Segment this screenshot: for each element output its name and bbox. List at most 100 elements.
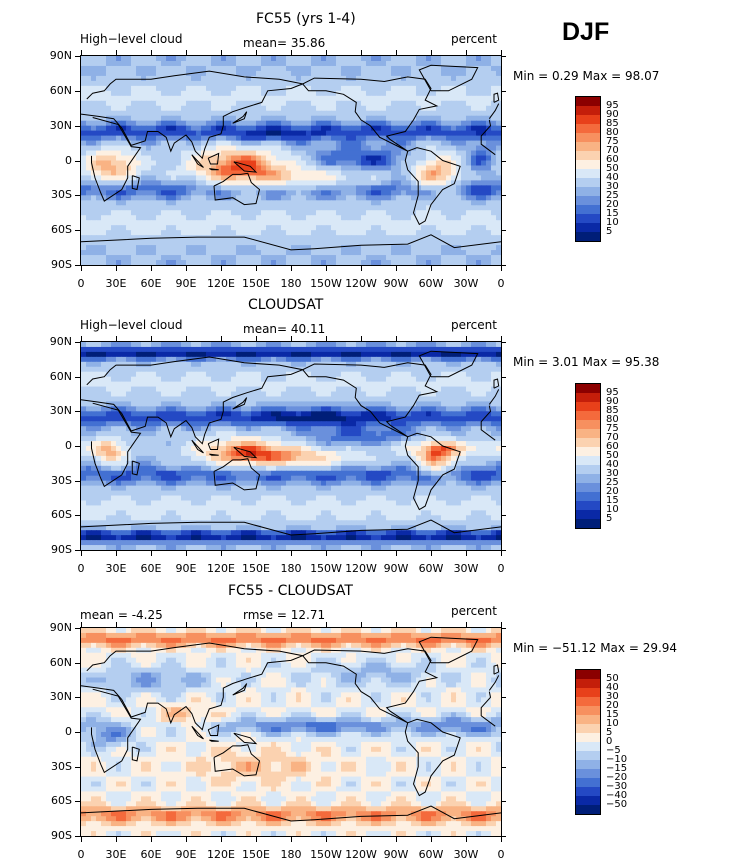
colorbar-swatch (576, 133, 600, 142)
lat-tick (75, 125, 80, 127)
panel-3-min-max: Min = −51.12 Max = 29.94 (513, 641, 678, 655)
lon-tick (326, 50, 327, 55)
lon-tick-label: 60W (418, 562, 444, 575)
coastline (81, 234, 501, 251)
colorbar-swatch (576, 483, 600, 492)
lon-tick (186, 551, 187, 556)
lon-tick (291, 336, 292, 341)
lat-tick-label: 90N (49, 49, 72, 62)
lon-tick-label: 30W (453, 277, 479, 290)
coastline (233, 161, 258, 173)
coastline (488, 103, 500, 119)
coastline (232, 397, 248, 410)
colorbar-swatch (576, 769, 600, 778)
colorbar-label: 75 (606, 136, 619, 147)
colorbar-label: 30 (606, 468, 619, 479)
colorbar-label: 85 (606, 118, 619, 129)
lon-tick (256, 336, 257, 341)
coastline (191, 439, 204, 454)
lon-tick (151, 837, 152, 842)
colorbar-label: 10 (606, 504, 619, 515)
coastline (131, 175, 140, 191)
colorbar-label: 60 (606, 154, 619, 165)
lon-tick (116, 50, 117, 55)
colorbar-swatch (576, 420, 600, 429)
coastline (480, 119, 496, 156)
coastline (302, 76, 439, 152)
lon-tick-label: 0 (497, 277, 505, 290)
lat-tick-label: 60S (51, 508, 72, 522)
panel-2-units: percent (451, 318, 497, 332)
coastline (404, 432, 461, 511)
lat-tick (75, 628, 80, 629)
lat-tick (501, 628, 506, 629)
coastline (480, 405, 496, 441)
lon-tick-label: 150W (310, 277, 342, 290)
coastline (207, 724, 220, 736)
coastline (493, 378, 500, 389)
colorbar-swatch (576, 679, 600, 688)
colorbar-swatch (576, 178, 600, 187)
lon-tick-label: 0 (497, 562, 505, 575)
lat-tick (75, 732, 80, 733)
lon-tick-label: 120E (207, 277, 235, 290)
colorbar-label: 70 (606, 145, 619, 156)
colorbar-label: 40 (606, 459, 619, 470)
lon-tick (116, 622, 117, 627)
colorbar-label: 60 (606, 441, 619, 452)
coastline (81, 805, 501, 822)
lon-tick-label: 150W (310, 562, 342, 575)
colorbar-label: 80 (606, 127, 619, 138)
lon-tick (431, 622, 432, 627)
coastline (207, 438, 220, 450)
colorbar-label: 5 (606, 513, 613, 524)
colorbar-swatch (576, 492, 600, 501)
lat-tick (75, 697, 80, 699)
colorbar-label: 5 (606, 226, 613, 237)
lat-tick-label: 60N (49, 83, 72, 97)
coastline (207, 152, 220, 165)
lon-tick (151, 266, 152, 271)
lat-tick-label: 30S (51, 473, 72, 487)
colorbar-swatch (576, 205, 600, 214)
lon-tick (81, 50, 82, 55)
lat-tick-label: 60S (51, 794, 72, 808)
lon-tick (116, 336, 117, 341)
lat-tick (75, 90, 80, 92)
lat-tick-label: 30N (49, 404, 72, 418)
lon-tick-label: 30W (453, 562, 479, 575)
colorbar-swatch (576, 501, 600, 510)
lon-tick (291, 837, 292, 842)
lon-tick (81, 266, 82, 271)
lat-tick (501, 195, 506, 197)
colorbar-label: 25 (606, 190, 619, 201)
lon-tick (361, 837, 362, 842)
panel-1-min-max: Min = 0.29 Max = 98.07 (513, 69, 660, 83)
lat-tick (501, 411, 506, 413)
colorbar-swatch (576, 751, 600, 760)
colorbar-swatch (576, 778, 600, 787)
lon-tick-label: 0 (77, 562, 85, 575)
coastline (418, 64, 479, 92)
lat-tick-label: 90S (51, 543, 72, 556)
lon-tick-label: 90E (175, 562, 197, 575)
colorbar-swatch (576, 715, 600, 724)
coastline (131, 746, 140, 762)
lon-tick (81, 837, 82, 842)
colorbar-label: 95 (606, 387, 619, 398)
colorbar-label: 15 (606, 495, 619, 506)
colorbar-swatch (576, 411, 600, 420)
lon-tick-label: 150E (242, 848, 270, 861)
coastline (191, 725, 204, 740)
colorbar-swatch (576, 214, 600, 223)
coastline (404, 147, 461, 226)
panel-1-variable-label: High−level cloud (80, 32, 183, 46)
lat-tick (75, 342, 80, 343)
colorbar-swatch (576, 187, 600, 196)
lon-tick (466, 551, 467, 556)
coastline (233, 732, 258, 745)
coastline (91, 402, 142, 488)
panel-1-map (80, 55, 502, 266)
lon-tick (361, 336, 362, 341)
lon-tick (186, 837, 187, 842)
